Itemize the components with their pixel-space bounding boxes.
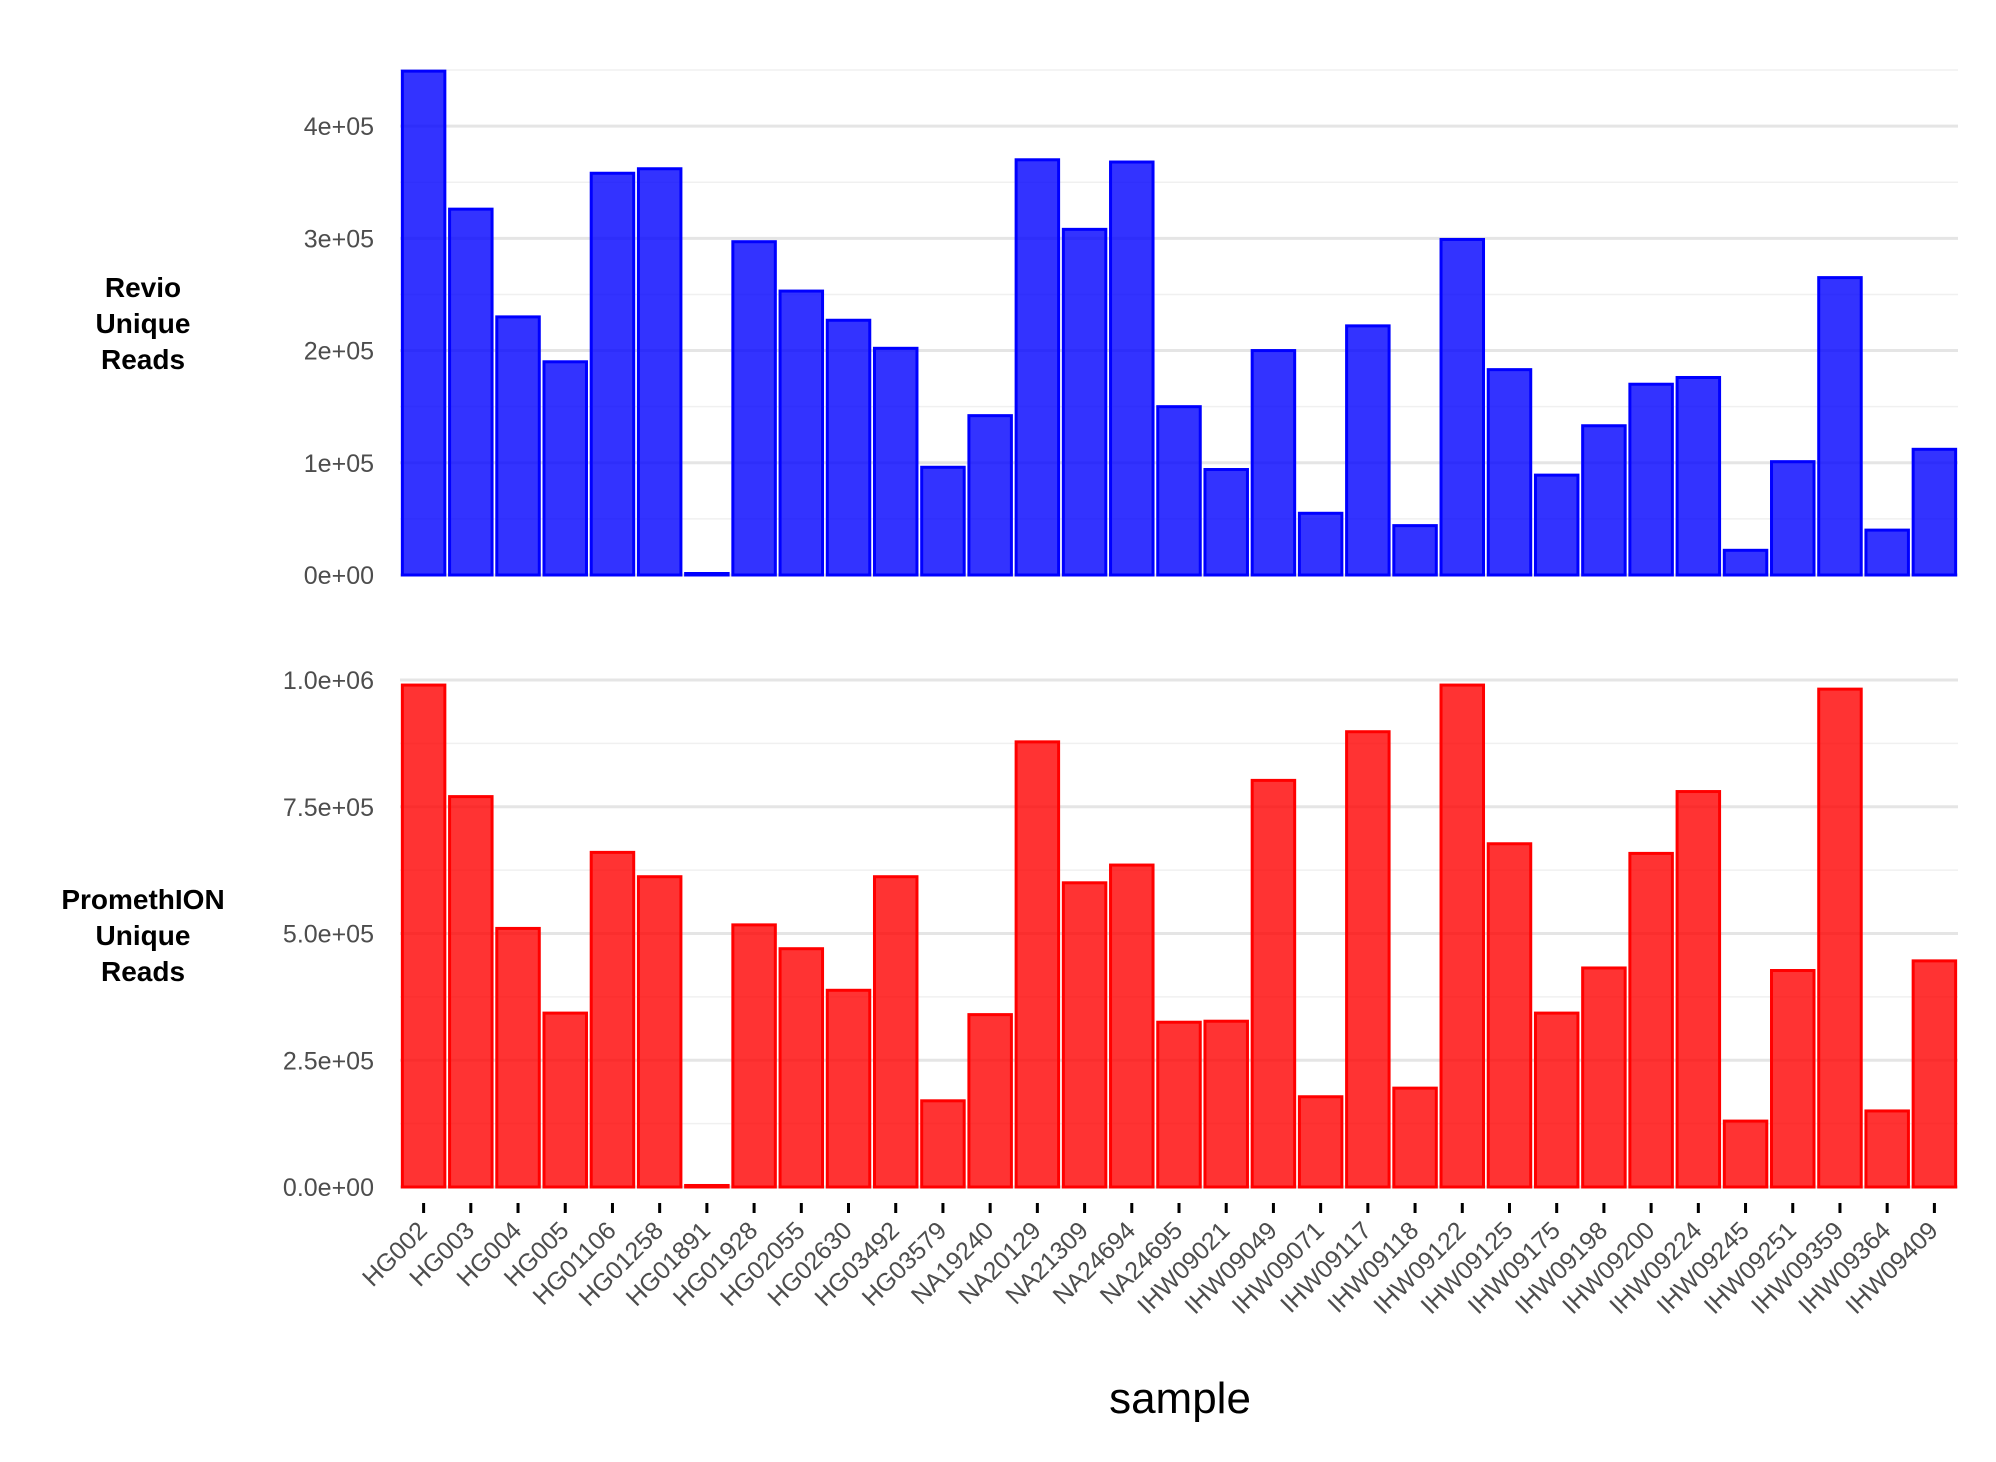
x-axis-title: sample bbox=[1109, 1374, 1251, 1423]
y-tick-label: 4e+05 bbox=[304, 113, 374, 141]
x-axis: HG002HG003HG004HG005HG01106HG01258HG0189… bbox=[357, 1203, 1944, 1320]
bar-revio-na24695 bbox=[1156, 405, 1202, 577]
bar-promethion-hg005 bbox=[542, 1011, 588, 1189]
bar-revio-ihw09198 bbox=[1581, 424, 1627, 577]
bar-revio-hg01106 bbox=[589, 171, 636, 577]
bar-revio-hg02055 bbox=[778, 289, 825, 577]
bar-promethion-ihw09071 bbox=[1297, 1095, 1344, 1189]
bar-promethion-ihw09364 bbox=[1864, 1109, 1910, 1189]
bar-promethion-na20129 bbox=[1014, 740, 1061, 1189]
bar-revio-ihw09200 bbox=[1628, 382, 1674, 577]
facet-label-line: Unique bbox=[96, 920, 191, 951]
bar-revio-ihw09409 bbox=[1911, 447, 1958, 577]
y-tick-label: 2.5e+05 bbox=[283, 1047, 374, 1075]
bar-promethion-ihw09409 bbox=[1911, 959, 1958, 1189]
bar-promethion-hg01106 bbox=[589, 850, 636, 1189]
bar-revio-hg03492 bbox=[872, 346, 919, 577]
y-tick-label: 1e+05 bbox=[304, 450, 374, 478]
bar-promethion-hg002 bbox=[400, 683, 447, 1189]
bar-promethion-hg02055 bbox=[778, 947, 825, 1189]
bar-promethion-ihw09245 bbox=[1722, 1119, 1769, 1189]
bar-promethion-hg004 bbox=[495, 926, 541, 1189]
bar-revio-na24694 bbox=[1109, 160, 1155, 577]
bar-promethion-hg01258 bbox=[636, 875, 683, 1189]
y-tick-label: 3e+05 bbox=[304, 225, 374, 253]
bar-revio-hg003 bbox=[448, 207, 494, 577]
bar-promethion-ihw09200 bbox=[1628, 851, 1674, 1189]
promethion-panel: 0.0e+00 2.5e+05 5.0e+05 7.5e+05 1.0e+06 Prome… bbox=[61, 667, 1958, 1202]
bar-revio-ihw09118 bbox=[1392, 524, 1438, 577]
facet-label-line: Unique bbox=[96, 308, 191, 339]
y-tick-label: 0e+00 bbox=[304, 562, 374, 590]
y-tick-label: 1.0e+06 bbox=[283, 667, 374, 695]
bar-promethion-hg03579 bbox=[920, 1099, 966, 1189]
bar-revio-hg004 bbox=[495, 315, 541, 577]
bar-promethion-ihw09049 bbox=[1250, 778, 1297, 1189]
y-tick-label: 7.5e+05 bbox=[283, 794, 374, 822]
y-tick-label: 0.0e+00 bbox=[283, 1174, 374, 1202]
bar-revio-hg02630 bbox=[825, 318, 872, 577]
bar-revio-ihw09117 bbox=[1345, 324, 1391, 577]
bar-revio-ihw09021 bbox=[1203, 468, 1249, 577]
bar-promethion-hg003 bbox=[448, 795, 494, 1189]
bar-promethion-hg03492 bbox=[872, 875, 919, 1189]
bar-revio-ihw09359 bbox=[1817, 276, 1863, 577]
bar-promethion-hg02630 bbox=[825, 988, 872, 1189]
bar-revio-na21309 bbox=[1061, 227, 1108, 577]
bar-promethion-ihw09021 bbox=[1203, 1019, 1249, 1189]
bar-revio-ihw09071 bbox=[1297, 511, 1344, 577]
bar-revio-hg005 bbox=[542, 360, 588, 577]
bar-promethion-ihw09117 bbox=[1345, 730, 1391, 1189]
bar-promethion-na24694 bbox=[1109, 863, 1155, 1189]
bar-promethion-ihw09198 bbox=[1581, 966, 1627, 1189]
revio-panel: 0e+00 1e+05 2e+05 3e+05 4e+05 Revio Unique Read… bbox=[96, 69, 1958, 590]
bar-promethion-na21309 bbox=[1061, 881, 1108, 1189]
bar-revio-ihw09224 bbox=[1675, 375, 1722, 577]
bar-revio-hg03579 bbox=[920, 465, 966, 577]
bar-promethion-na24695 bbox=[1156, 1020, 1202, 1189]
bar-promethion-hg01928 bbox=[731, 923, 777, 1189]
bar-revio-hg01891 bbox=[684, 572, 730, 577]
bar-revio-na19240 bbox=[967, 414, 1013, 577]
facet-label-line: Reads bbox=[101, 956, 185, 987]
bar-revio-na20129 bbox=[1014, 158, 1061, 577]
bar-promethion-ihw09175 bbox=[1533, 1011, 1580, 1189]
y-tick-label: 2e+05 bbox=[304, 338, 374, 366]
bar-revio-ihw09251 bbox=[1770, 460, 1816, 577]
bar-promethion-ihw09118 bbox=[1392, 1086, 1438, 1189]
bar-revio-hg01928 bbox=[731, 240, 777, 577]
facet-label-line: PromethION bbox=[61, 884, 224, 915]
bar-revio-ihw09049 bbox=[1250, 349, 1297, 577]
bar-promethion-ihw09359 bbox=[1817, 687, 1863, 1189]
bar-promethion-hg01891 bbox=[684, 1183, 730, 1189]
bar-revio-ihw09122 bbox=[1439, 237, 1486, 577]
facet-label-line: Revio bbox=[105, 272, 181, 303]
bar-revio-ihw09364 bbox=[1864, 528, 1910, 577]
bar-revio-hg01258 bbox=[636, 167, 683, 577]
bar-revio-ihw09175 bbox=[1533, 473, 1580, 577]
bar-promethion-ihw09251 bbox=[1770, 969, 1816, 1189]
bar-promethion-na19240 bbox=[967, 1013, 1013, 1189]
bar-promethion-ihw09122 bbox=[1439, 683, 1486, 1189]
y-tick-label: 5.0e+05 bbox=[283, 921, 374, 949]
bar-promethion-ihw09224 bbox=[1675, 790, 1722, 1189]
bar-promethion-ihw09125 bbox=[1486, 842, 1533, 1189]
facet-label-line: Reads bbox=[101, 344, 185, 375]
bar-revio-ihw09125 bbox=[1486, 368, 1533, 577]
bar-revio-hg002 bbox=[400, 69, 447, 577]
bar-revio-ihw09245 bbox=[1722, 548, 1769, 577]
